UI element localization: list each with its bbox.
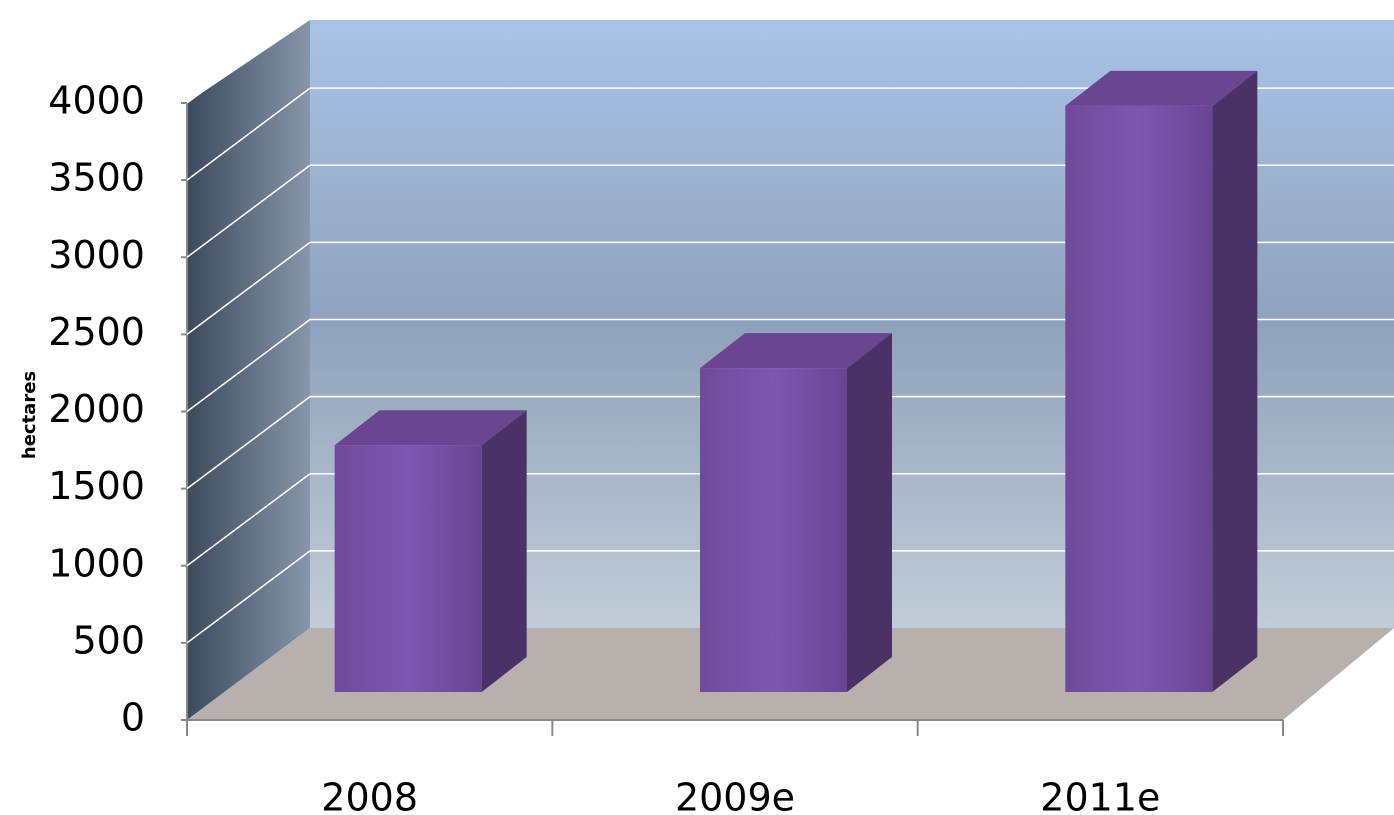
y-axis-label: hectares <box>19 371 40 459</box>
grid-line <box>186 550 311 644</box>
bar <box>1065 70 1258 693</box>
bar <box>334 410 527 692</box>
bar-front <box>700 368 847 692</box>
y-tick-label: 2500 <box>48 310 145 354</box>
bar-top <box>334 410 527 446</box>
grid-line <box>186 473 311 567</box>
y-tick-label: 0 <box>121 696 145 740</box>
y-tick-label: 500 <box>72 618 145 662</box>
grid-line <box>186 10 311 104</box>
bar-side <box>1212 70 1258 693</box>
y-tick-label: 2000 <box>48 387 145 431</box>
y-tick-label: 3000 <box>48 233 145 277</box>
bar <box>700 333 892 692</box>
grid-line <box>186 241 311 335</box>
x-tick-label: 2008 <box>321 776 418 815</box>
bar-side <box>847 333 892 692</box>
grid-line <box>186 318 311 413</box>
bar-side <box>481 410 527 692</box>
grid-line <box>186 396 311 490</box>
y-tick-label: 3500 <box>48 156 145 200</box>
bar-top <box>1065 70 1258 106</box>
y-tick-label: 1000 <box>48 541 145 585</box>
bar-front <box>1065 105 1213 693</box>
grid-line <box>186 87 311 181</box>
y-tick-label: 1500 <box>48 464 145 508</box>
bar-top <box>700 333 892 369</box>
grid-line <box>186 164 311 258</box>
side-wall <box>187 20 310 720</box>
y-tick-label: 4000 <box>48 79 145 123</box>
x-tick-label: 2009e <box>675 776 795 815</box>
x-tick-label: 2011e <box>1040 776 1160 815</box>
bar-front <box>334 445 482 692</box>
